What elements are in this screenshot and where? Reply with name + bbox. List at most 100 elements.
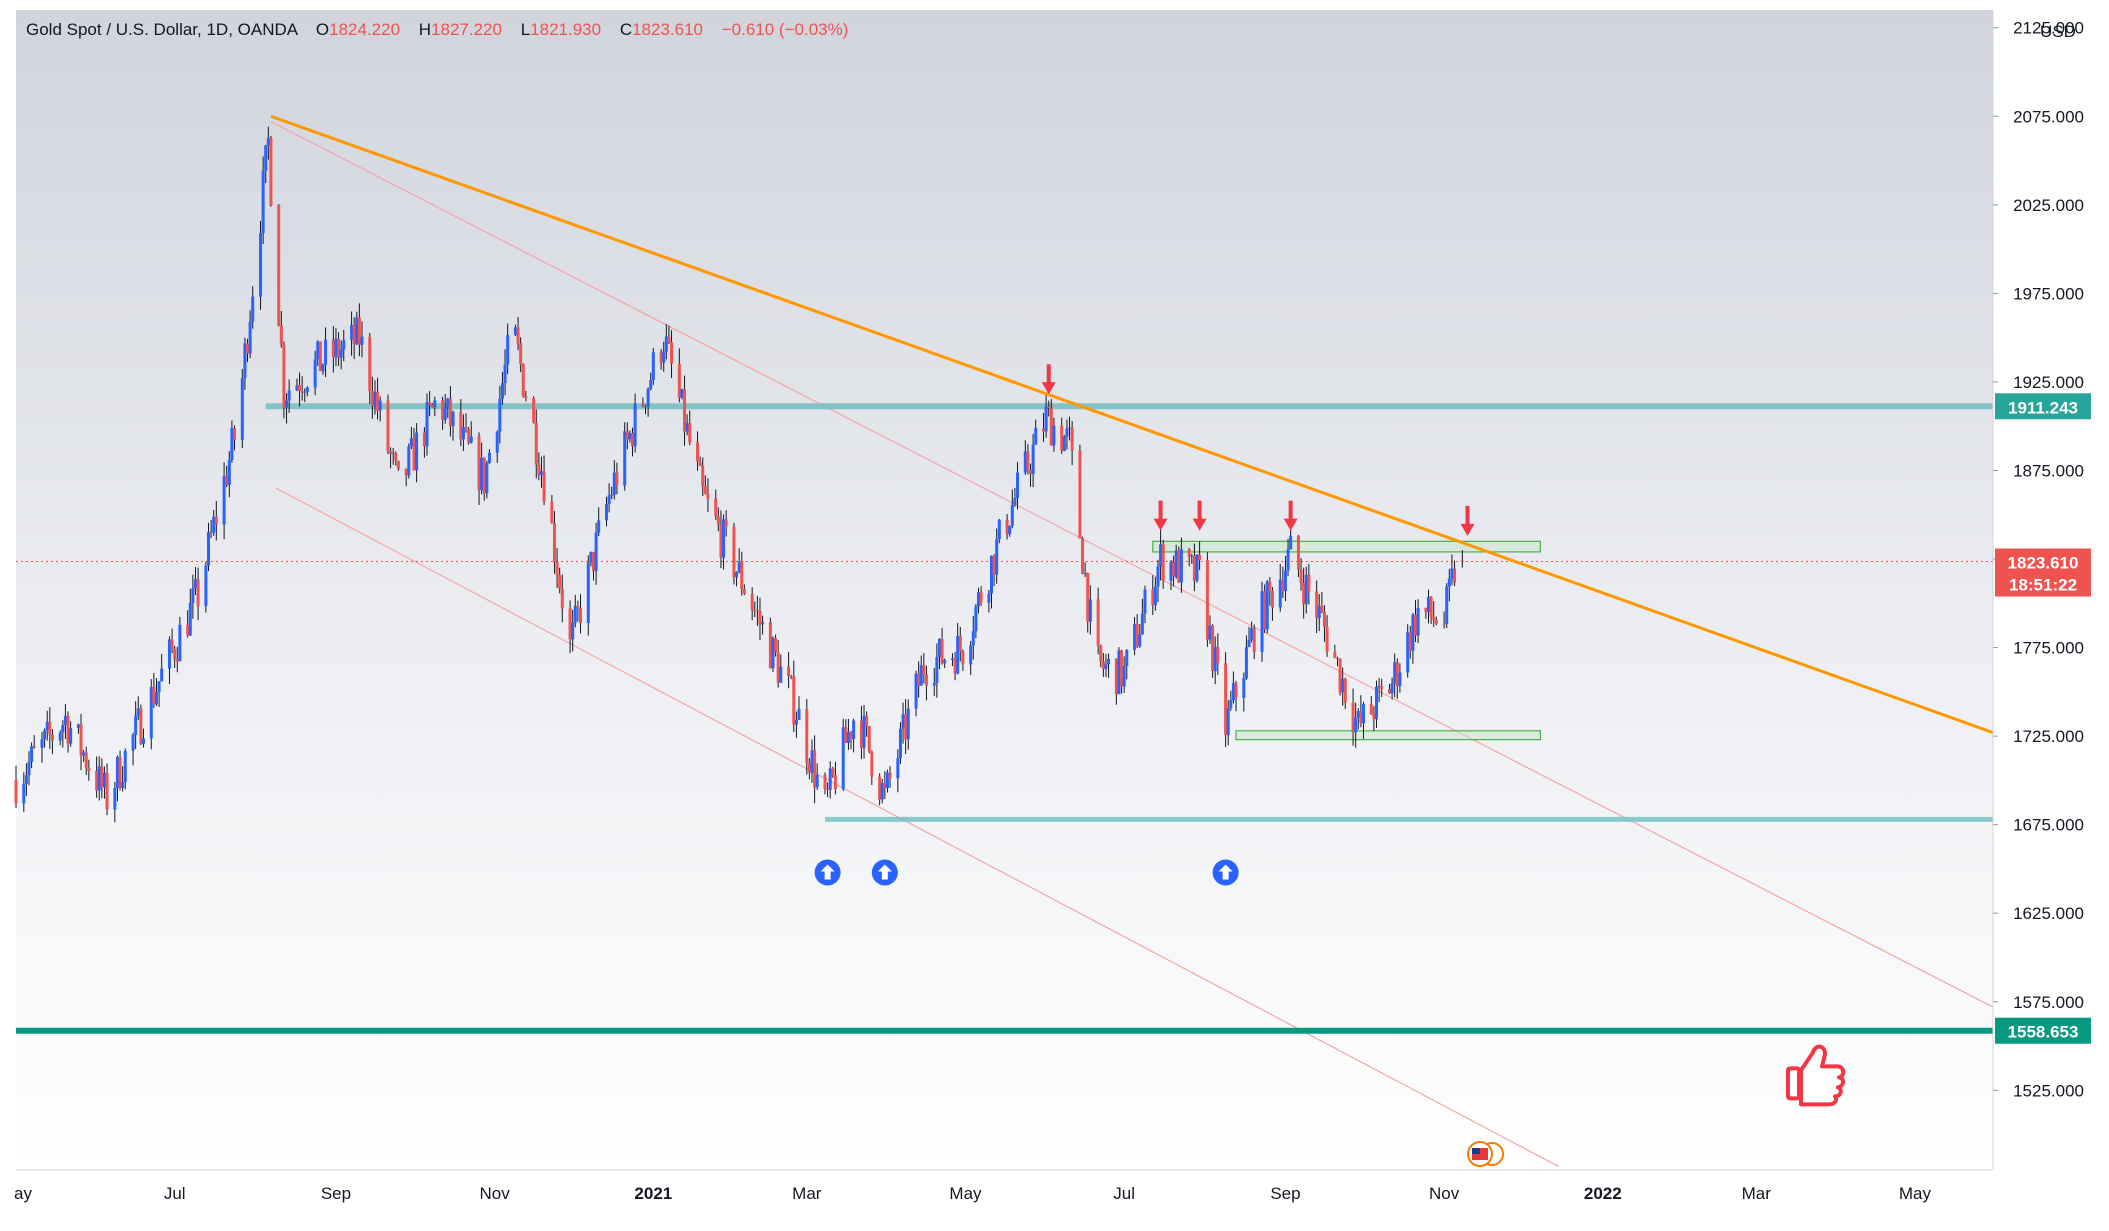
channel-line[interactable]: [275, 487, 1559, 1167]
candle-body: [378, 400, 382, 411]
candle-body: [742, 588, 746, 594]
candle-body: [404, 468, 408, 476]
candle-body: [1427, 596, 1431, 612]
arrow-up-glyph: [1218, 864, 1233, 880]
candle-body: [1278, 579, 1282, 608]
candle-body: [1343, 678, 1347, 703]
candle-body: [441, 400, 445, 420]
candle-body: [1281, 579, 1285, 592]
candle-body: [373, 391, 377, 407]
arrow-down-icon[interactable]: [1283, 500, 1298, 531]
candle-body: [776, 652, 780, 683]
candle-body: [1120, 650, 1124, 687]
candle-body: [1169, 561, 1173, 581]
candle-body: [1049, 407, 1053, 446]
candle-body: [646, 388, 650, 407]
candle-body: [331, 339, 335, 358]
candle-body: [644, 405, 648, 407]
candle-body: [560, 588, 564, 609]
candle-body: [1156, 566, 1160, 587]
symbol-title[interactable]: Gold Spot / U.S. Dollar, 1D, OANDA: [26, 20, 298, 39]
candle-body: [178, 624, 182, 662]
channel-line[interactable]: [270, 121, 1994, 1008]
candle-body: [396, 460, 400, 469]
candle-body: [771, 638, 775, 669]
candle-body: [664, 336, 668, 352]
candle-body: [118, 757, 122, 789]
candle-body: [233, 428, 237, 440]
candle-body: [469, 436, 473, 443]
arrow-down-icon[interactable]: [1153, 500, 1168, 531]
candle-body: [1179, 549, 1183, 583]
candle-body: [792, 676, 796, 725]
candle-body: [1234, 683, 1238, 698]
arrow-down-icon[interactable]: [1460, 505, 1475, 536]
candle-body: [1372, 714, 1376, 720]
candle-body: [516, 327, 520, 344]
candle-body: [295, 385, 299, 391]
candle-body: [1122, 666, 1126, 687]
range-zone[interactable]: [1152, 540, 1541, 553]
currency-label: USD: [2040, 22, 2076, 41]
candle-body: [204, 565, 208, 607]
candle-body: [631, 433, 635, 447]
candle-body: [813, 750, 817, 788]
range-zone[interactable]: [1235, 730, 1541, 741]
candle-body: [904, 714, 908, 740]
support-price-tag[interactable]: 1558.653: [1995, 1017, 2091, 1044]
candle-body: [43, 730, 47, 740]
price-tick-label: 2025.000: [2013, 196, 2084, 215]
candle-body: [1138, 634, 1142, 647]
time-tick-label: Nov: [480, 1184, 511, 1203]
candle-body: [134, 715, 138, 735]
candle-body: [407, 446, 411, 476]
candle-body: [761, 622, 765, 625]
candle-body: [677, 363, 681, 398]
candle-body: [956, 636, 960, 674]
candle-body: [810, 750, 814, 773]
arrow-down-icon[interactable]: [1041, 364, 1056, 395]
candle-body: [573, 605, 577, 623]
candle-body: [225, 476, 229, 485]
candle-body: [859, 720, 863, 748]
arrow-up-glyph: [877, 864, 892, 880]
price-tick-label: 1925.000: [2013, 373, 2084, 392]
resistance-price-tag[interactable]: 1911.243: [1995, 393, 2091, 420]
candle-body: [1052, 425, 1056, 446]
arrow-down-icon[interactable]: [1192, 500, 1207, 531]
candle-body: [121, 782, 125, 789]
time-axis-background: [0, 1170, 1993, 1231]
candle-body: [591, 552, 595, 572]
candle-body: [251, 296, 255, 322]
candle-body: [394, 453, 398, 461]
candle-body: [160, 668, 164, 682]
price-axis-background: [1993, 0, 2109, 1231]
candle-body: [537, 464, 541, 476]
candle-body: [865, 715, 869, 727]
last-price-tag-bg: [1995, 548, 2091, 597]
candle-body: [1016, 472, 1020, 498]
candle-body: [914, 673, 918, 709]
candle-body: [878, 776, 882, 800]
high-label: H: [418, 20, 432, 39]
candle-body: [282, 344, 286, 408]
candle-body: [1416, 607, 1420, 636]
thumbs-up-icon[interactable]: [1786, 1044, 1846, 1107]
candle-body: [1229, 700, 1233, 708]
candle-body: [805, 708, 809, 763]
high-value: 1827.220: [431, 20, 502, 39]
descending-trendline[interactable]: [270, 114, 1994, 734]
candle-body: [898, 728, 902, 759]
last-price-tag[interactable]: 1823.610 18:51:22: [1995, 548, 2091, 597]
candle-body: [412, 438, 416, 471]
candle-body: [1101, 661, 1105, 669]
candle-body: [222, 476, 226, 525]
candle-body: [82, 752, 86, 756]
close-label: C: [619, 20, 633, 39]
candle-body: [1335, 657, 1339, 659]
candle-body: [932, 683, 936, 686]
candle-body: [555, 561, 559, 575]
candle-body: [487, 452, 491, 463]
candle-body: [48, 721, 52, 735]
